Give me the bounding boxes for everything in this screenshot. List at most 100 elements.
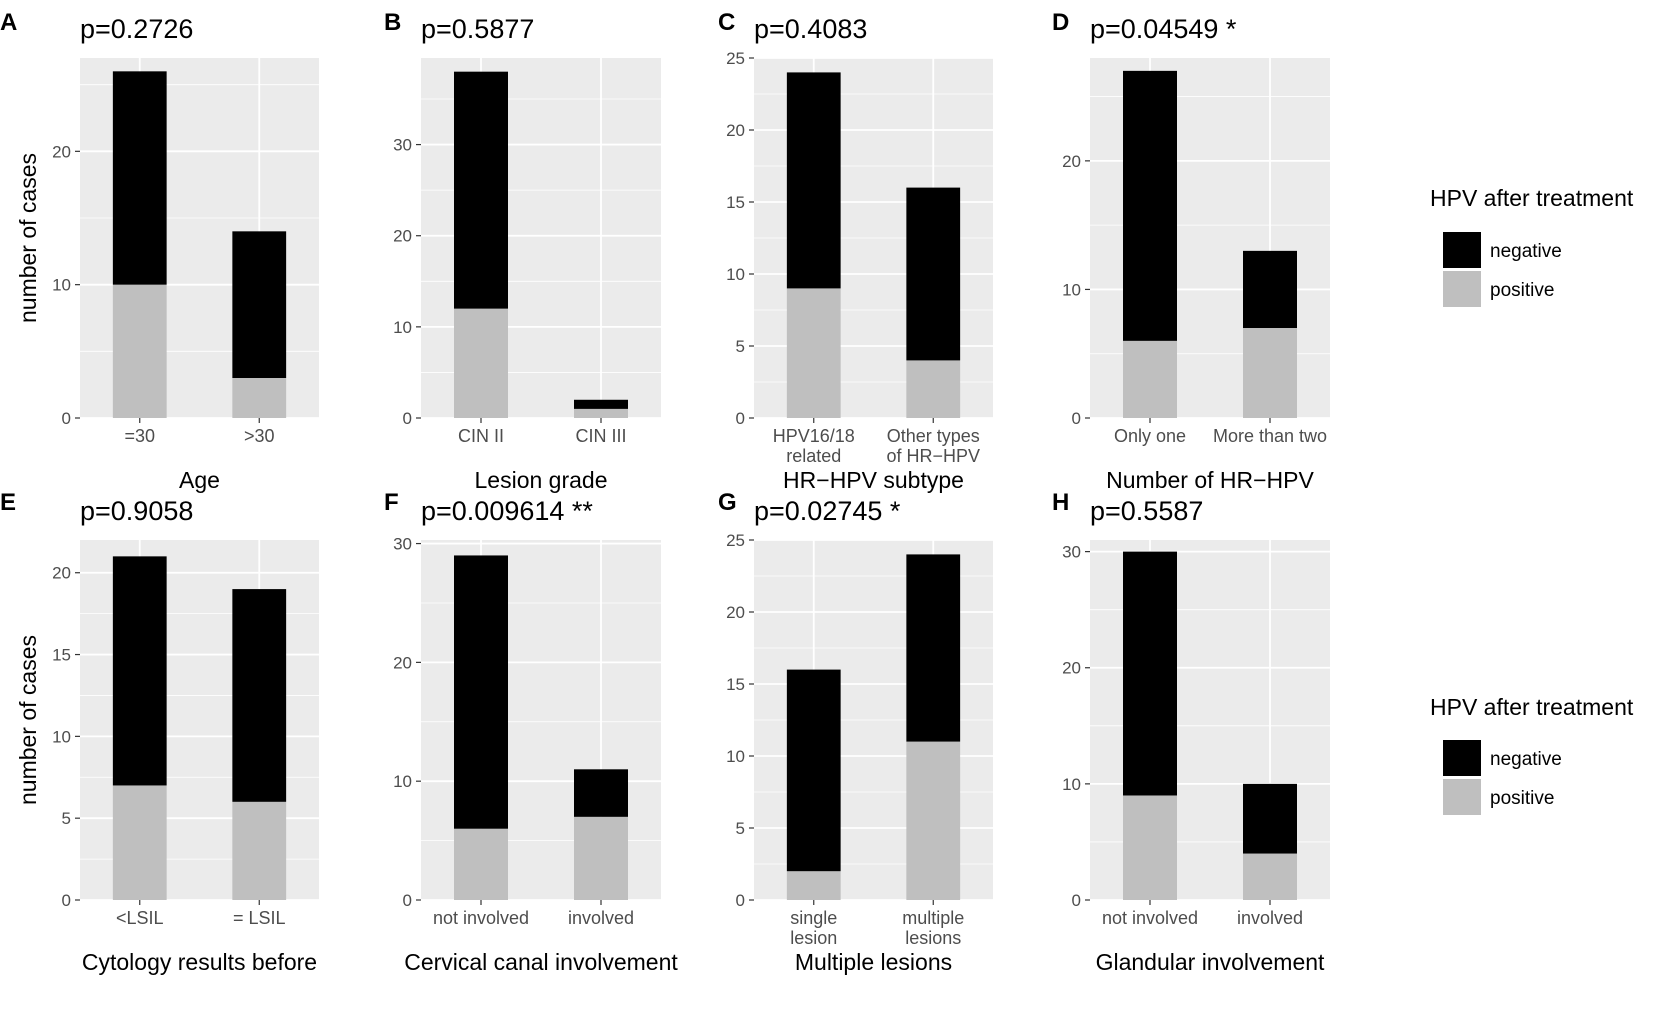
- p-value-title: p=0.04549 *: [1090, 14, 1237, 44]
- legend-swatch-negative: [1443, 740, 1481, 776]
- y-tick-label: 0: [1072, 409, 1081, 428]
- x-tick-label: involved: [1237, 908, 1303, 928]
- bar-positive: [786, 288, 841, 418]
- x-tick-label: More than two: [1213, 426, 1327, 446]
- panel-letter: H: [1052, 489, 1069, 516]
- bar-negative: [454, 71, 508, 309]
- legend-swatch-positive: [1443, 779, 1481, 815]
- p-value-title: p=0.009614 **: [421, 496, 593, 526]
- y-tick-label: 0: [403, 409, 412, 428]
- panel-letter: E: [0, 489, 16, 516]
- panel-e: 0 5 10 15 20 <LSIL = LSIL p=0.9058 E Cytology res…: [0, 489, 319, 975]
- bar-positive: [574, 408, 628, 418]
- p-value-title: p=0.5877: [421, 14, 534, 44]
- y-tick-label: 10: [393, 772, 412, 791]
- bar-negative: [1123, 70, 1177, 341]
- bar-positive: [232, 801, 287, 900]
- bar-negative: [906, 187, 961, 361]
- bar-positive: [1243, 328, 1297, 418]
- y-axis-label: number of cases: [15, 153, 41, 323]
- x-tick-label: not involved: [433, 908, 529, 928]
- bar-negative: [574, 399, 628, 409]
- x-tick-label: >30: [244, 426, 275, 446]
- y-tick-label: 25: [726, 49, 745, 68]
- y-tick-label: 10: [52, 727, 71, 746]
- panel-letter: D: [1052, 9, 1069, 36]
- bar-positive: [112, 785, 167, 900]
- bar-negative: [1243, 250, 1297, 328]
- x-axis-label: Lesion grade: [475, 467, 608, 493]
- x-tick-label: CIN III: [575, 426, 626, 446]
- y-tick-label: 15: [726, 193, 745, 212]
- bar-negative: [454, 555, 508, 829]
- y-tick-label: 0: [62, 409, 71, 428]
- legend-top: HPV after treatment negative positive: [1430, 185, 1634, 307]
- y-tick-label: 30: [1062, 543, 1081, 562]
- y-tick-label: 20: [393, 653, 412, 672]
- panel-f: 0 10 20 30 not involved involved p=0.009614 **…: [384, 489, 678, 975]
- panel-d: 0 10 20 Only one More than two p=0.04549 * D Nu…: [1052, 9, 1330, 493]
- bar-negative: [1243, 783, 1297, 854]
- panel-letter: F: [384, 489, 399, 516]
- bar-positive: [232, 378, 287, 418]
- x-tick-label: = LSIL: [233, 908, 286, 928]
- panel-g: 0 5 10 15 20 25 single lesion multiple lesions p=0…: [718, 489, 993, 975]
- bar-negative: [1123, 551, 1177, 796]
- panel-b: 0 10 20 30 CIN II CIN III p=0.5877 B Lesion grad…: [384, 9, 661, 493]
- y-tick-label: 20: [1062, 659, 1081, 678]
- bar-positive: [112, 284, 167, 418]
- p-value-title: p=0.02745 *: [754, 496, 901, 526]
- y-tick-label: 15: [52, 646, 71, 665]
- y-tick-label: 20: [726, 603, 745, 622]
- bar-negative: [786, 72, 841, 289]
- x-tick-label: =30: [124, 426, 155, 446]
- y-tick-label: 10: [1062, 280, 1081, 299]
- p-value-title: p=0.2726: [80, 14, 193, 44]
- bar-positive: [574, 816, 628, 900]
- x-tick-label: involved: [568, 908, 634, 928]
- x-tick-label: single lesion: [790, 908, 837, 948]
- legend-label-negative: negative: [1490, 241, 1562, 262]
- y-tick-label: 5: [736, 337, 745, 356]
- legend-label-negative: negative: [1490, 749, 1562, 770]
- panel-a: 0 10 20 =30 >30 p=0.2726 A Age number of cases: [0, 9, 319, 493]
- x-axis-label: HR−HPV subtype: [783, 467, 964, 493]
- y-tick-label: 10: [726, 265, 745, 284]
- legend-swatch-positive: [1443, 271, 1481, 307]
- y-tick-label: 10: [52, 276, 71, 295]
- x-tick-label: CIN II: [458, 426, 504, 446]
- legend-title: HPV after treatment: [1430, 185, 1634, 211]
- bar-positive: [1123, 340, 1177, 418]
- panel-letter: B: [384, 9, 401, 36]
- x-axis-label: Glandular involvement: [1096, 949, 1325, 975]
- x-tick-label: multiple lesions: [902, 908, 964, 948]
- y-tick-label: 0: [736, 891, 745, 910]
- y-tick-label: 30: [393, 136, 412, 155]
- y-tick-label: 20: [393, 227, 412, 246]
- y-tick-label: 5: [736, 819, 745, 838]
- y-tick-label: 10: [393, 318, 412, 337]
- x-tick-label: not involved: [1102, 908, 1198, 928]
- bar-negative: [786, 669, 841, 872]
- y-tick-label: 5: [62, 809, 71, 828]
- p-value-title: p=0.5587: [1090, 496, 1203, 526]
- bar-positive: [1123, 795, 1177, 900]
- y-tick-label: 10: [1062, 775, 1081, 794]
- x-axis-label: Cervical canal involvement: [404, 949, 678, 975]
- bar-positive: [786, 871, 841, 900]
- p-value-title: p=0.4083: [754, 14, 867, 44]
- y-tick-label: 20: [52, 564, 71, 583]
- y-tick-label: 15: [726, 675, 745, 694]
- x-axis-label: Cytology results before: [82, 949, 317, 975]
- y-tick-label: 20: [52, 142, 71, 161]
- legend-label-positive: positive: [1490, 788, 1554, 809]
- p-value-title: p=0.9058: [80, 496, 193, 526]
- legend-swatch-negative: [1443, 232, 1481, 268]
- x-axis-label: Age: [179, 467, 220, 493]
- bar-positive: [454, 308, 508, 418]
- x-axis-label: Number of HR−HPV: [1106, 467, 1314, 493]
- x-axis-label: Multiple lesions: [795, 949, 952, 975]
- bar-positive: [1243, 853, 1297, 900]
- y-tick-label: 30: [393, 535, 412, 554]
- x-tick-label: HPV16/18 related: [773, 426, 855, 466]
